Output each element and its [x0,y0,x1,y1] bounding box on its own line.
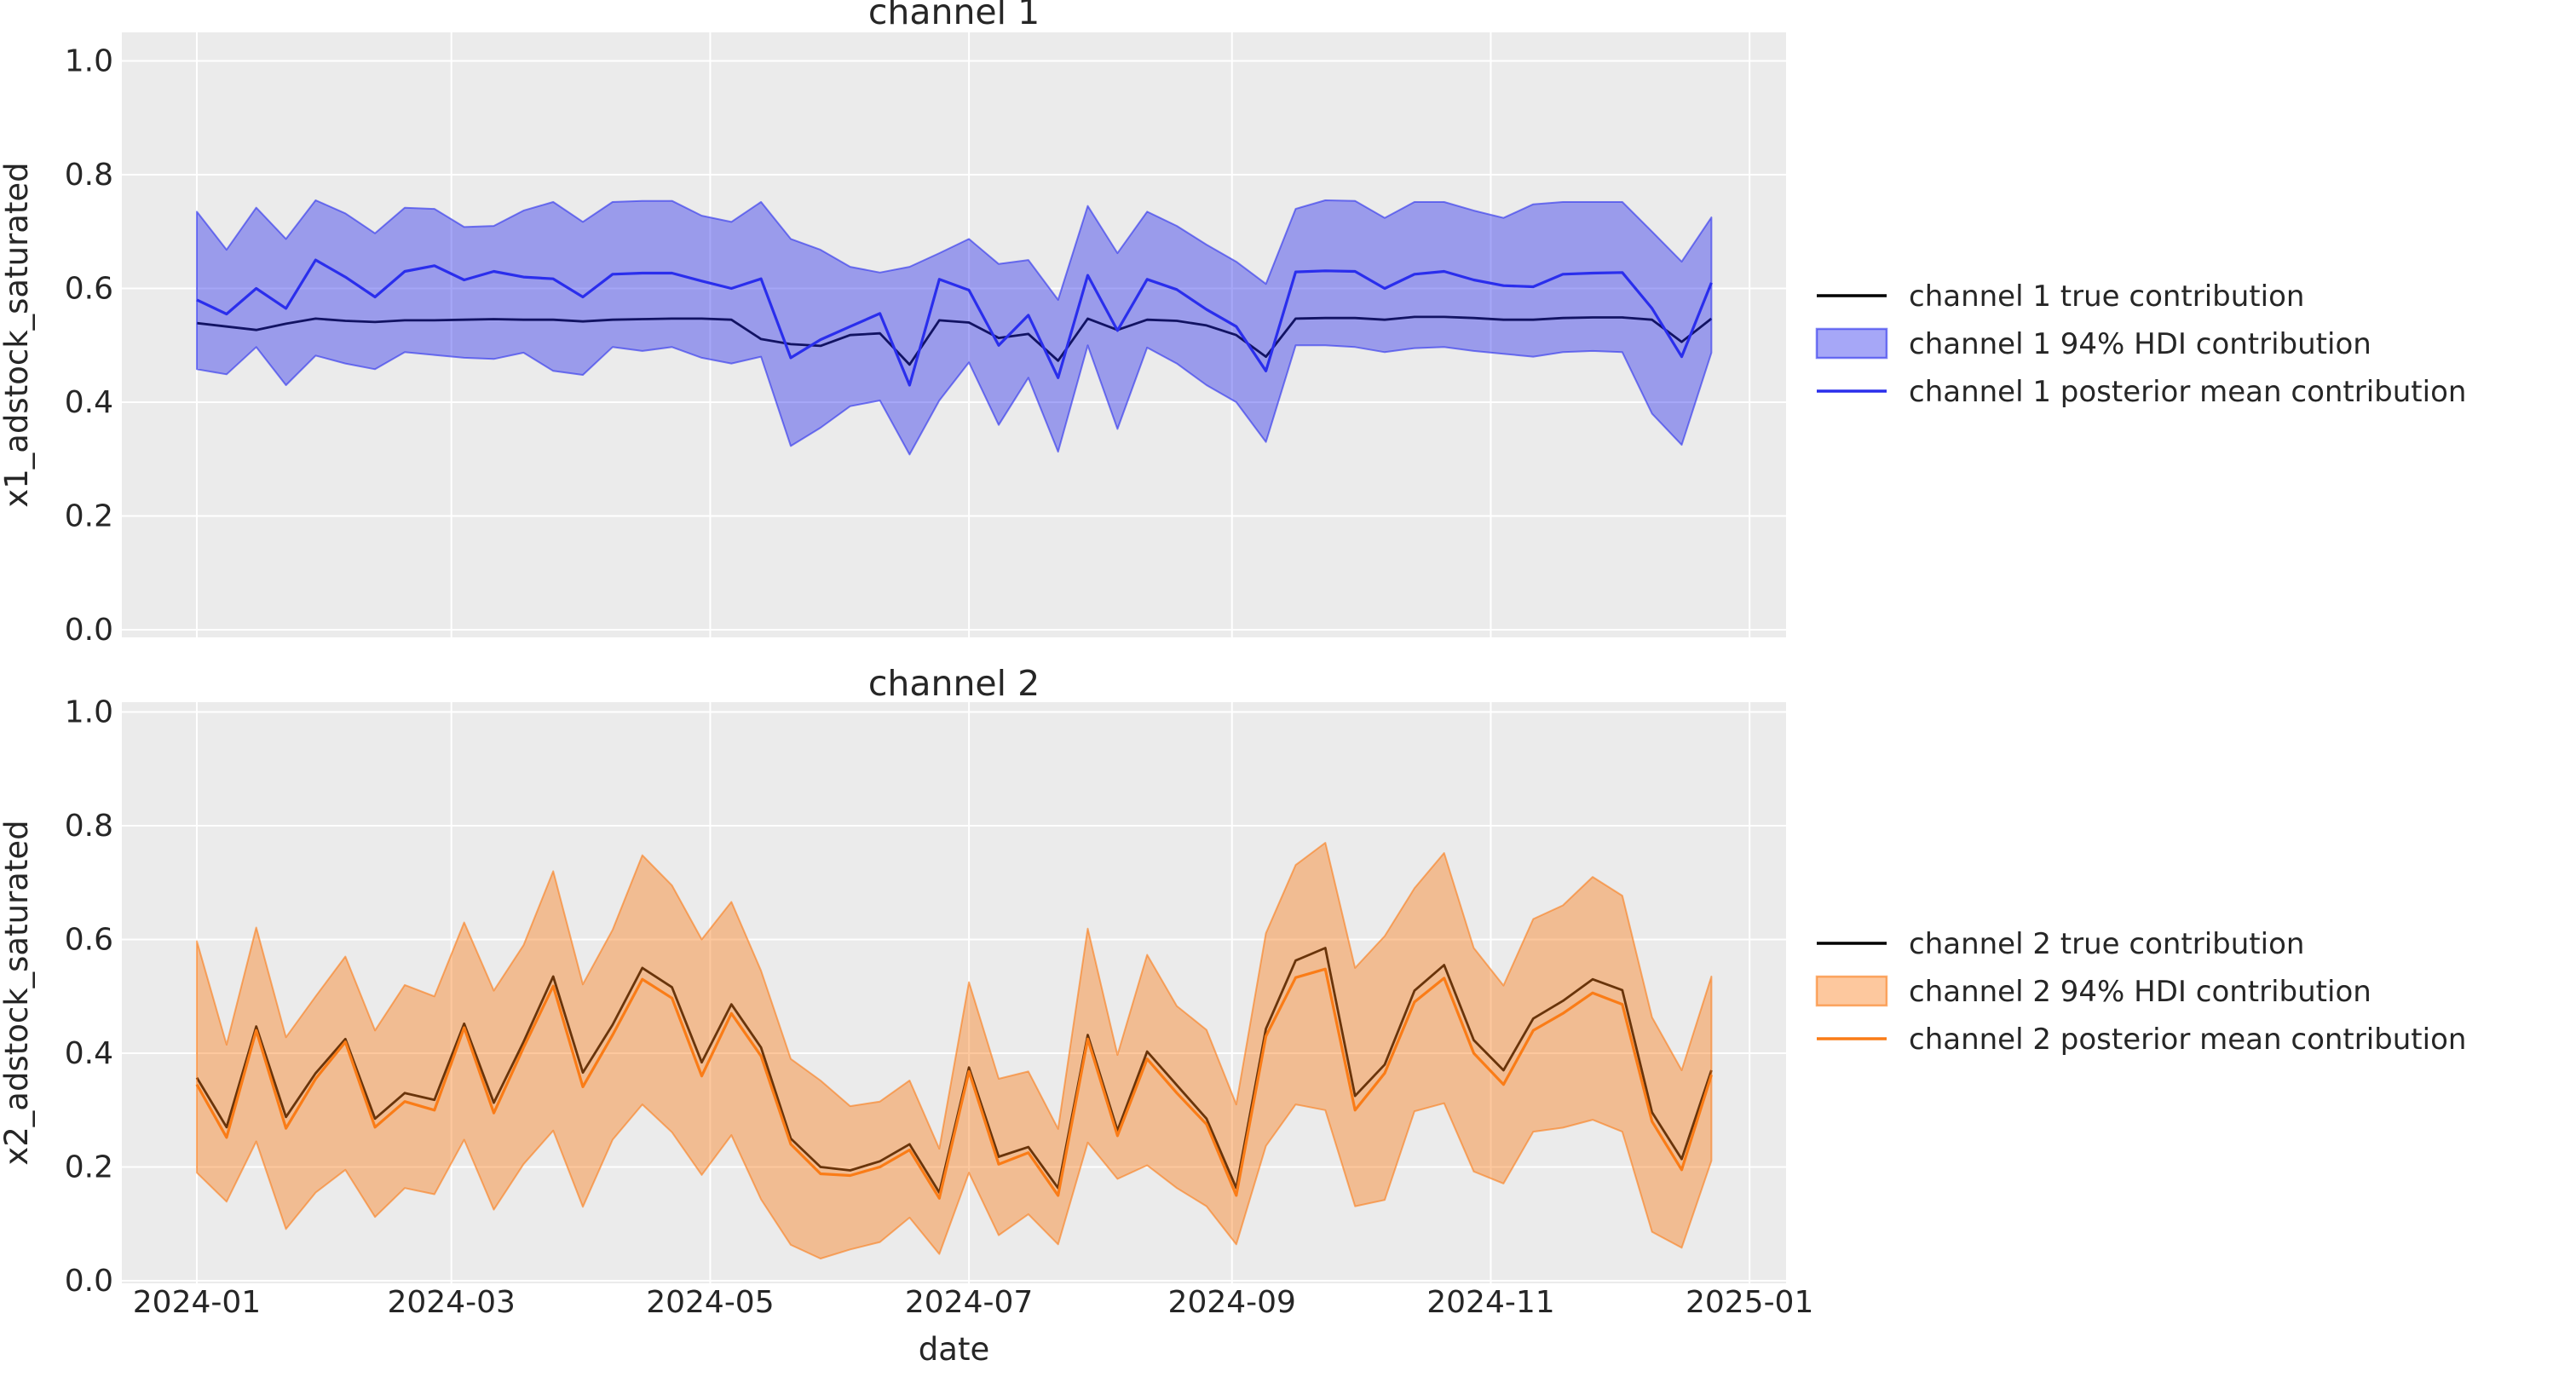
y-tick-label: 0.2 [65,1150,113,1185]
x-tick-label: 2024-09 [1168,1285,1296,1320]
posterior-mean-line [195,967,1713,1200]
y-tick-label: 0.8 [65,809,113,844]
legend-hdi-patch [1815,975,1888,1007]
y-tick-label: 1.0 [65,695,113,730]
posterior-mean-line [196,258,1713,387]
y-tick-label: 0.4 [65,385,113,420]
y-tick-label: 0.6 [65,272,113,307]
hdi-band [196,842,1713,1259]
legend-hdi-patch [1815,327,1888,360]
x-tick-label: 2024-03 [387,1285,515,1320]
x-tick-label: 2024-11 [1426,1285,1554,1320]
x-axis-label: date [919,1331,989,1368]
plot-area-channel-1 [122,32,1786,637]
legend-channel-1 [1815,294,1888,393]
x-tick-label: 2024-05 [646,1285,774,1320]
y-tick-label: 0.4 [65,1036,113,1071]
y-axis-label: x2_adstock_saturated [0,820,35,1165]
y-tick-label: 0.6 [65,923,113,958]
y-tick-label: 1.0 [65,44,113,79]
legend-label: channel 1 true contribution [1909,279,2304,314]
legend-label: channel 2 94% HDI contribution [1909,975,2371,1009]
y-tick-label: 0.0 [65,1264,113,1299]
panel-channel-2 [122,702,1786,1283]
x-tick-label: 2025-01 [1686,1285,1813,1320]
true-contribution-line [196,315,1713,366]
y-axis-label: x1_adstock_saturated [0,162,35,507]
legend-label: channel 1 posterior mean contribution [1909,375,2466,409]
legend-channel-2 [1815,942,1888,1040]
x-tick-label: 2024-01 [133,1285,261,1320]
y-tick-label: 0.0 [65,613,113,648]
hdi-band [196,199,1713,456]
x-tick-label: 2024-07 [905,1285,1033,1320]
panel-title: channel 2 [868,663,1040,704]
y-tick-label: 0.8 [65,158,113,193]
legend-label: channel 2 true contribution [1909,927,2304,961]
panel-channel-1 [122,32,1786,637]
y-tick-label: 0.2 [65,499,113,534]
legend-label: channel 1 94% HDI contribution [1909,327,2371,361]
legend-label: channel 2 posterior mean contribution [1909,1023,2466,1057]
panel-title: channel 1 [868,0,1040,32]
